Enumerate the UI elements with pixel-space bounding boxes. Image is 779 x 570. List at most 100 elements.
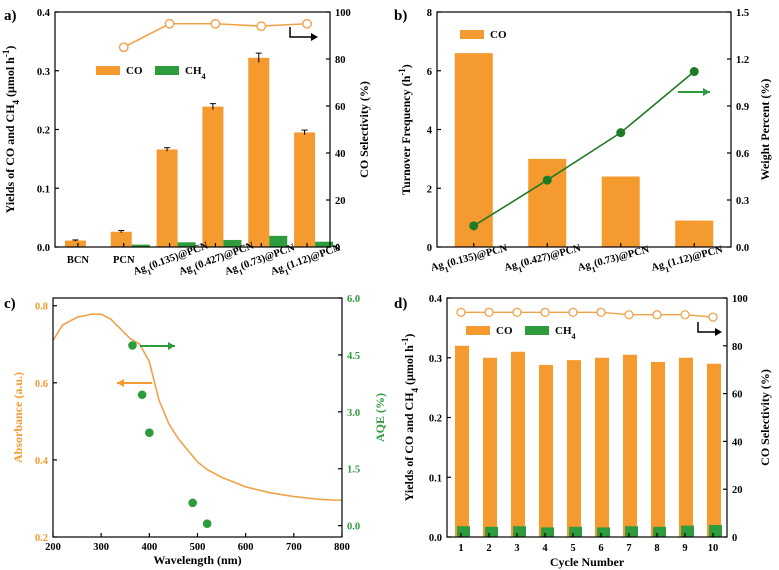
selectivity-point [708,312,718,322]
y2-tick-label: 40 [732,437,743,448]
bar-co [294,132,316,247]
bar-co [567,360,581,537]
x-tick-label: 5 [570,543,575,554]
y2-tick-label: 100 [335,8,351,19]
x-tick-label: 600 [238,542,254,553]
y2-tick-label: 100 [732,294,748,305]
legend-ch4-label-part: CH [185,65,202,77]
y2-tick-label: 0.9 [736,102,749,113]
y-axis-label-part: -1 [397,68,407,76]
weight-percent-point [616,128,626,138]
selectivity-point [302,18,312,29]
y-tick-label: 0.4 [37,8,51,19]
legend-co-swatch [96,66,120,75]
y-axis-label-part: Yields of CO and CH [3,104,17,214]
y-tick-label: 0 [427,243,432,254]
weight-percent-point [469,221,479,231]
y2-tick-label: 1.2 [736,55,749,66]
y-axis-label-part: -1 [1,49,11,57]
y-axis-label: Absorbance (a.u.) [11,372,25,463]
x-category-label-part: Ag [224,263,241,278]
bar-co [110,231,132,247]
bar-ch4 [597,527,610,537]
bar-ch4 [653,526,666,537]
y-tick-label: 0.8 [35,302,48,313]
panel-label-a: a) [4,8,17,24]
panel-label-b: b) [394,8,407,24]
bar-tof [675,220,714,247]
bar-co [202,106,224,248]
x-category-label-part: Ag [132,263,149,278]
x-category-label: Ag1(1.12)@PCN [650,244,725,277]
y-tick-label: 8 [427,8,432,19]
axis-pointer-head [311,33,318,41]
x-category-label-part: 1 [192,267,199,277]
bar-ch4 [223,239,242,247]
bar-ch4 [131,244,150,247]
bar-ch4 [681,525,694,537]
x-category-label-part: Ag [650,260,666,274]
bar-ch4 [485,526,498,537]
y-axis-label: Yields of CO and CH4 (μmol h-1) [400,334,420,502]
selectivity-point [456,307,466,317]
bar-co [156,149,178,247]
x-axis-label: Cycle Number [550,555,625,569]
y2-tick-label: 80 [335,55,346,66]
bar-ch4 [709,525,722,537]
bar-tof [454,53,493,247]
bar-ch4 [269,235,288,247]
bar-co [483,357,497,537]
y-tick-label: 0.6 [35,379,48,390]
y2-tick-label: 0.3 [736,196,749,207]
panel-c-chart: 200 300 400 500 600 700 800 0.2 0.4 0.6 0.8 0.0 1.5 3… [11,294,387,567]
x-category-label-part: 1 [517,264,523,274]
y-axis-label-part: (μmol h [3,57,17,100]
x-tick-label: 200 [45,542,61,553]
y2-axis-label: Weight Percent (%) [758,79,772,181]
x-tick-label: 3 [514,543,519,554]
x-category-label-part: Ag [178,263,195,278]
y-axis-label-part: -1 [400,337,410,345]
y-tick-label: 0.3 [37,67,50,78]
y2-axis-label: CO Selectivity (%) [357,81,371,178]
x-category-label-part: 1 [283,267,290,277]
x-category-label: BCN [67,255,90,266]
y2-tick-label: 1.5 [347,465,360,476]
y-tick-label: 0.4 [429,294,443,305]
x-category-label-part: 1 [146,267,153,277]
y-tick-label: 0.0 [429,533,442,544]
axis-pointer-arrow [697,322,716,333]
y-tick-label: 0.1 [37,184,50,195]
x-tick-label: 700 [286,542,302,553]
bar-co [707,363,721,537]
bar-ch4 [315,241,334,247]
selectivity-point [680,310,690,320]
x-tick-label: 7 [626,543,631,554]
weight-percent-point [689,67,699,77]
y-tick-label: 0.2 [37,126,50,137]
x-tick-label: 400 [141,542,157,553]
bar-co [511,351,525,537]
panel-b-chart: 024680.00.30.60.91.21.5Ag1(0.135)@PCNAg1… [397,8,772,277]
y2-tick-label: 3.0 [347,408,360,419]
selectivity-point [624,310,634,320]
aqe-axis-arrow-head [168,342,175,350]
legend-co-label-part: CO [496,325,513,337]
x-category-label: Ag1(0.427)@PCN [503,243,583,277]
x-category-label-part: Ag [503,260,519,274]
aqe-point [137,390,147,400]
legend-ch4-label: CH4 [555,325,576,341]
plot-frame [52,297,343,538]
legend-co-label-part: CO [126,65,143,77]
x-category-label: Ag1(0.135)@PCN [430,243,510,277]
legend-ch4-label-part: 4 [202,72,206,81]
y-tick-label: 0.2 [429,414,442,425]
y-tick-label: 2 [427,184,432,195]
y2-tick-label: 60 [335,102,346,113]
y-axis-label-part: 4 [410,387,420,392]
legend-co-label: CO [126,65,143,77]
x-tick-label: 2 [486,543,491,554]
x-category-label: Ag1(0.73)@PCN [577,244,652,277]
